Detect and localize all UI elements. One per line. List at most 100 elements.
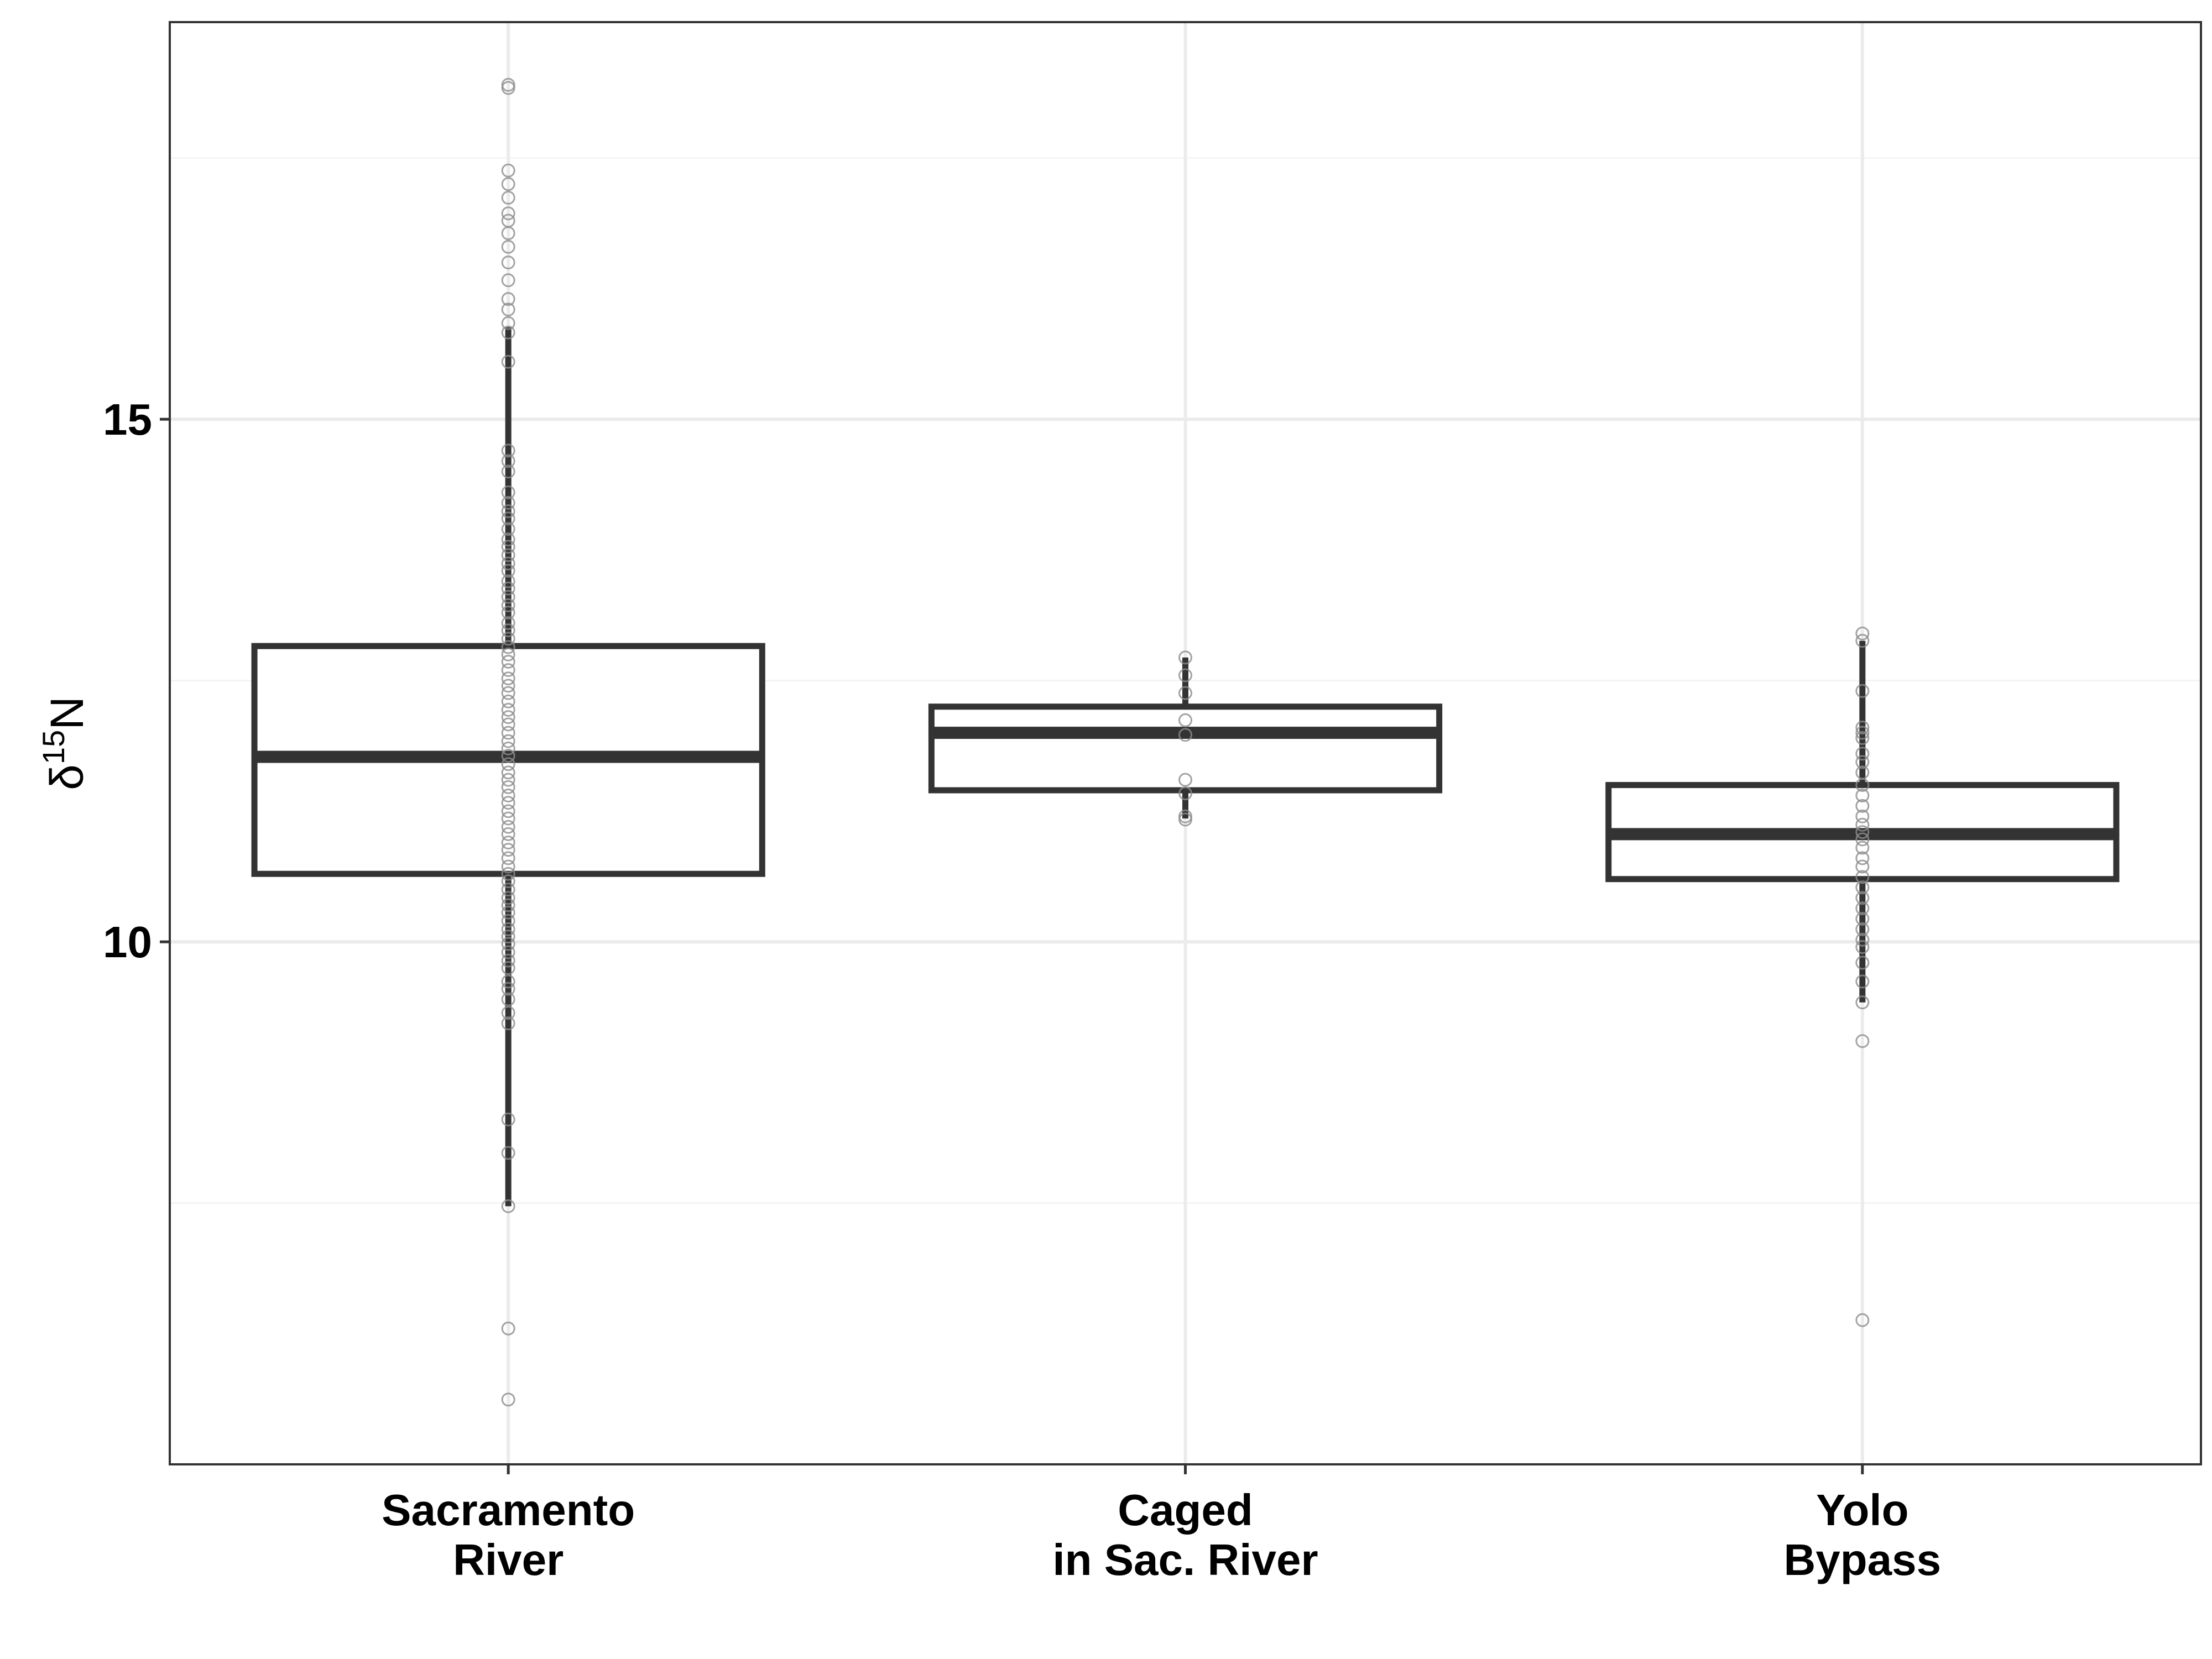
data-point xyxy=(1855,974,1870,989)
data-point xyxy=(1855,922,1870,936)
data-point xyxy=(501,694,515,708)
y-axis-title-delta: δ xyxy=(41,764,93,790)
data-point xyxy=(501,717,515,732)
data-point xyxy=(1178,686,1192,700)
data-point xyxy=(501,930,515,944)
data-point xyxy=(501,1112,515,1126)
data-point xyxy=(501,623,515,638)
data-point xyxy=(501,749,515,763)
data-point xyxy=(501,796,515,810)
box-iqr xyxy=(928,703,1443,794)
data-point xyxy=(501,982,515,996)
data-point xyxy=(501,556,515,571)
data-point xyxy=(501,325,515,340)
data-point xyxy=(501,512,515,526)
data-point xyxy=(501,485,515,499)
data-point xyxy=(501,532,515,546)
data-point xyxy=(501,726,515,740)
data-point xyxy=(501,679,515,693)
points-layer xyxy=(501,77,1870,1407)
data-point xyxy=(1178,713,1192,727)
data-point xyxy=(501,1392,515,1407)
data-point xyxy=(501,302,515,317)
data-point xyxy=(1855,817,1870,832)
data-point xyxy=(501,1321,515,1335)
box-layer xyxy=(251,327,2120,1207)
data-point xyxy=(1855,932,1870,947)
data-point xyxy=(501,81,515,95)
data-point xyxy=(501,522,515,536)
data-point xyxy=(1855,956,1870,970)
data-point xyxy=(501,504,515,518)
data-point xyxy=(501,1006,515,1020)
data-point xyxy=(501,686,515,700)
data-point xyxy=(1855,870,1870,884)
data-point xyxy=(1855,891,1870,905)
data-point xyxy=(501,255,515,270)
x-tick-label: River xyxy=(453,1535,564,1584)
data-point xyxy=(1855,731,1870,745)
data-point xyxy=(501,163,515,178)
data-point xyxy=(501,647,515,661)
data-point xyxy=(501,945,515,959)
data-point xyxy=(501,914,515,928)
data-point xyxy=(1855,799,1870,813)
data-point xyxy=(501,273,515,288)
data-point xyxy=(501,891,515,905)
data-point xyxy=(501,177,515,191)
data-point xyxy=(501,1146,515,1160)
data-point xyxy=(1178,812,1192,827)
data-point xyxy=(501,811,515,826)
data-point xyxy=(1178,650,1192,665)
data-point xyxy=(1855,684,1870,698)
data-point xyxy=(501,640,515,654)
data-point xyxy=(501,589,515,604)
data-point xyxy=(501,937,515,951)
data-point xyxy=(501,574,515,588)
data-point xyxy=(501,905,515,920)
data-point xyxy=(501,898,515,912)
data-point xyxy=(501,1016,515,1030)
data-point xyxy=(501,190,515,205)
data-point xyxy=(1855,832,1870,847)
data-point xyxy=(501,992,515,1006)
data-point xyxy=(501,961,515,975)
data-point xyxy=(501,974,515,989)
data-point xyxy=(1855,940,1870,954)
data-point xyxy=(501,734,515,748)
data-point xyxy=(1855,825,1870,839)
y-tick-label: 15 xyxy=(103,395,152,444)
data-point xyxy=(1855,995,1870,1010)
y-axis-title-element: N xyxy=(41,696,93,730)
data-point xyxy=(501,765,515,780)
x-tick-label: Caged xyxy=(1118,1485,1253,1535)
data-point xyxy=(501,292,515,306)
data-point xyxy=(501,820,515,834)
data-point xyxy=(501,703,515,717)
data-point xyxy=(501,922,515,936)
x-tick-label: in Sac. River xyxy=(1052,1535,1318,1584)
data-point xyxy=(1855,1313,1870,1327)
data-point xyxy=(501,741,515,755)
data-point xyxy=(1855,634,1870,648)
y-axis-title: δ15N xyxy=(36,696,93,790)
data-point xyxy=(501,354,515,369)
data-point xyxy=(1178,728,1192,742)
data-point xyxy=(501,598,515,613)
data-point xyxy=(501,581,515,596)
x-tick-label: Yolo xyxy=(1816,1485,1908,1535)
data-point xyxy=(501,495,515,510)
data-point xyxy=(1855,911,1870,926)
data-point xyxy=(501,780,515,794)
data-point xyxy=(501,564,515,578)
data-point xyxy=(501,454,515,468)
data-point xyxy=(501,836,515,850)
data-point xyxy=(501,540,515,554)
data-point xyxy=(501,316,515,330)
data-point xyxy=(501,773,515,787)
data-point xyxy=(1855,778,1870,792)
y-tick-label: 10 xyxy=(103,917,152,967)
data-point xyxy=(1855,809,1870,823)
data-point xyxy=(501,206,515,221)
